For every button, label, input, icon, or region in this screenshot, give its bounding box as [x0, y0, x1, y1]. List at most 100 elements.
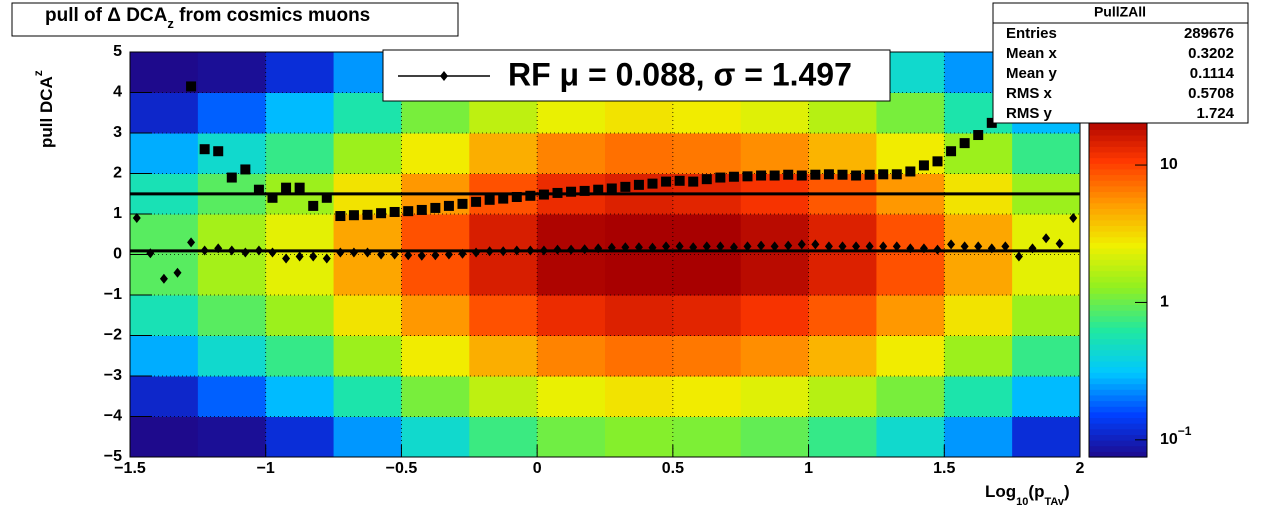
- z-tick-base: 1: [1160, 294, 1169, 311]
- square-marker: [701, 174, 712, 185]
- color-scale-band: [1089, 440, 1147, 447]
- heatmap-cell: [605, 254, 674, 296]
- heatmap-cell: [469, 133, 538, 174]
- diamond-marker: [729, 242, 738, 253]
- z-tick-label: 10−1: [1160, 424, 1192, 448]
- diamond-marker: [1069, 213, 1078, 224]
- square-marker: [606, 183, 617, 194]
- heatmap-cell: [672, 133, 742, 174]
- color-scale-band: [1089, 372, 1147, 379]
- z-tick-base: 10: [1160, 431, 1178, 448]
- diamond-marker: [879, 241, 888, 252]
- heatmap-cell: [944, 254, 1013, 296]
- diamond-marker: [580, 244, 589, 255]
- y-tick-label: −3: [104, 367, 122, 384]
- chart-title: pull of Δ DCAz from cosmics muons: [45, 5, 370, 31]
- heatmap-cell: [605, 335, 674, 377]
- heatmap-cell: [1012, 295, 1081, 336]
- heatmap-cell: [808, 416, 877, 458]
- heatmap-cell: [265, 376, 335, 417]
- diamond-marker: [377, 249, 386, 260]
- color-scale-band: [1089, 281, 1147, 289]
- diamond-marker: [349, 247, 358, 258]
- square-marker: [728, 171, 739, 182]
- color-scale-band: [1089, 315, 1147, 322]
- heatmap-cell: [808, 335, 877, 377]
- square-marker: [973, 130, 984, 141]
- diamond-marker: [621, 242, 630, 253]
- title-part: pull of Δ DCA: [45, 5, 168, 26]
- diamond-marker: [526, 245, 535, 256]
- x-label-part: TAv: [1044, 496, 1064, 508]
- heatmap-cell: [333, 295, 402, 336]
- color-scale-band: [1089, 321, 1147, 328]
- color-scale-band: [1089, 310, 1147, 317]
- heatmap-cell: [537, 295, 606, 336]
- heatmap-cell: [944, 376, 1013, 417]
- heatmap-cell: [401, 133, 470, 174]
- heatmap-cell: [808, 133, 877, 174]
- heatmap-cell: [1012, 254, 1081, 296]
- y-label-part: z: [31, 70, 45, 76]
- stats-value: 1.724: [1196, 105, 1234, 122]
- diamond-marker: [309, 251, 318, 262]
- square-marker: [688, 176, 699, 187]
- square-marker: [715, 172, 726, 183]
- square-marker: [986, 117, 997, 128]
- color-scale-band: [1089, 344, 1147, 351]
- diamond-marker: [1042, 233, 1051, 244]
- square-marker: [769, 170, 780, 181]
- square-marker: [213, 146, 224, 157]
- stats-title: PullZAll: [1094, 4, 1146, 20]
- heatmap-cell: [876, 295, 945, 336]
- color-scale-band: [1089, 236, 1147, 243]
- color-scale-band: [1089, 428, 1147, 435]
- square-marker: [240, 164, 251, 175]
- diamond-marker: [933, 244, 942, 255]
- x-tick-label: 1.5: [933, 460, 955, 477]
- heatmap-cell: [401, 254, 470, 296]
- heatmap-cell: [130, 335, 199, 377]
- color-scale-band: [1089, 231, 1147, 238]
- x-tick-label: −1.5: [114, 460, 146, 477]
- color-scale-band: [1089, 185, 1147, 193]
- diamond-marker: [295, 251, 304, 262]
- heatmap-cell: [537, 133, 606, 174]
- heatmap-cell: [672, 335, 742, 377]
- title-part: from cosmics muons: [174, 5, 370, 26]
- diamond-marker: [512, 245, 521, 256]
- square-marker: [267, 192, 278, 203]
- heatmap-cell: [197, 335, 267, 377]
- square-marker: [783, 169, 794, 180]
- diamond-marker: [444, 249, 453, 260]
- diamond-marker: [797, 239, 806, 250]
- heatmap-cell: [672, 254, 742, 296]
- square-marker: [186, 81, 197, 92]
- heatmap-cell: [265, 254, 335, 296]
- color-scale-band: [1089, 411, 1147, 419]
- heatmap-cell: [876, 416, 945, 458]
- diamond-marker: [241, 247, 250, 258]
- square-marker: [647, 178, 658, 189]
- heatmap-cell: [333, 133, 402, 174]
- heatmap-cell: [605, 376, 674, 417]
- color-scale-band: [1089, 400, 1147, 407]
- square-marker: [823, 169, 834, 180]
- diamond-marker: [947, 239, 956, 250]
- color-scale-band: [1089, 259, 1147, 266]
- heatmap-cell: [537, 376, 606, 417]
- color-scale-band: [1089, 304, 1147, 311]
- y-label-part: pull DCA: [37, 76, 56, 148]
- heatmap-cell: [876, 335, 945, 377]
- diamond-marker: [282, 253, 291, 264]
- title-part: z: [167, 16, 174, 31]
- x-label-part: (p: [1028, 482, 1044, 501]
- stats-name: RMS x: [1006, 85, 1053, 102]
- heatmap-cell: [876, 376, 945, 417]
- heatmap-cell: [197, 416, 267, 458]
- square-marker: [891, 169, 902, 180]
- heatmap-cell: [197, 254, 267, 296]
- heatmap-cell: [469, 295, 538, 336]
- diamond-marker: [865, 241, 874, 252]
- square-marker: [538, 189, 549, 200]
